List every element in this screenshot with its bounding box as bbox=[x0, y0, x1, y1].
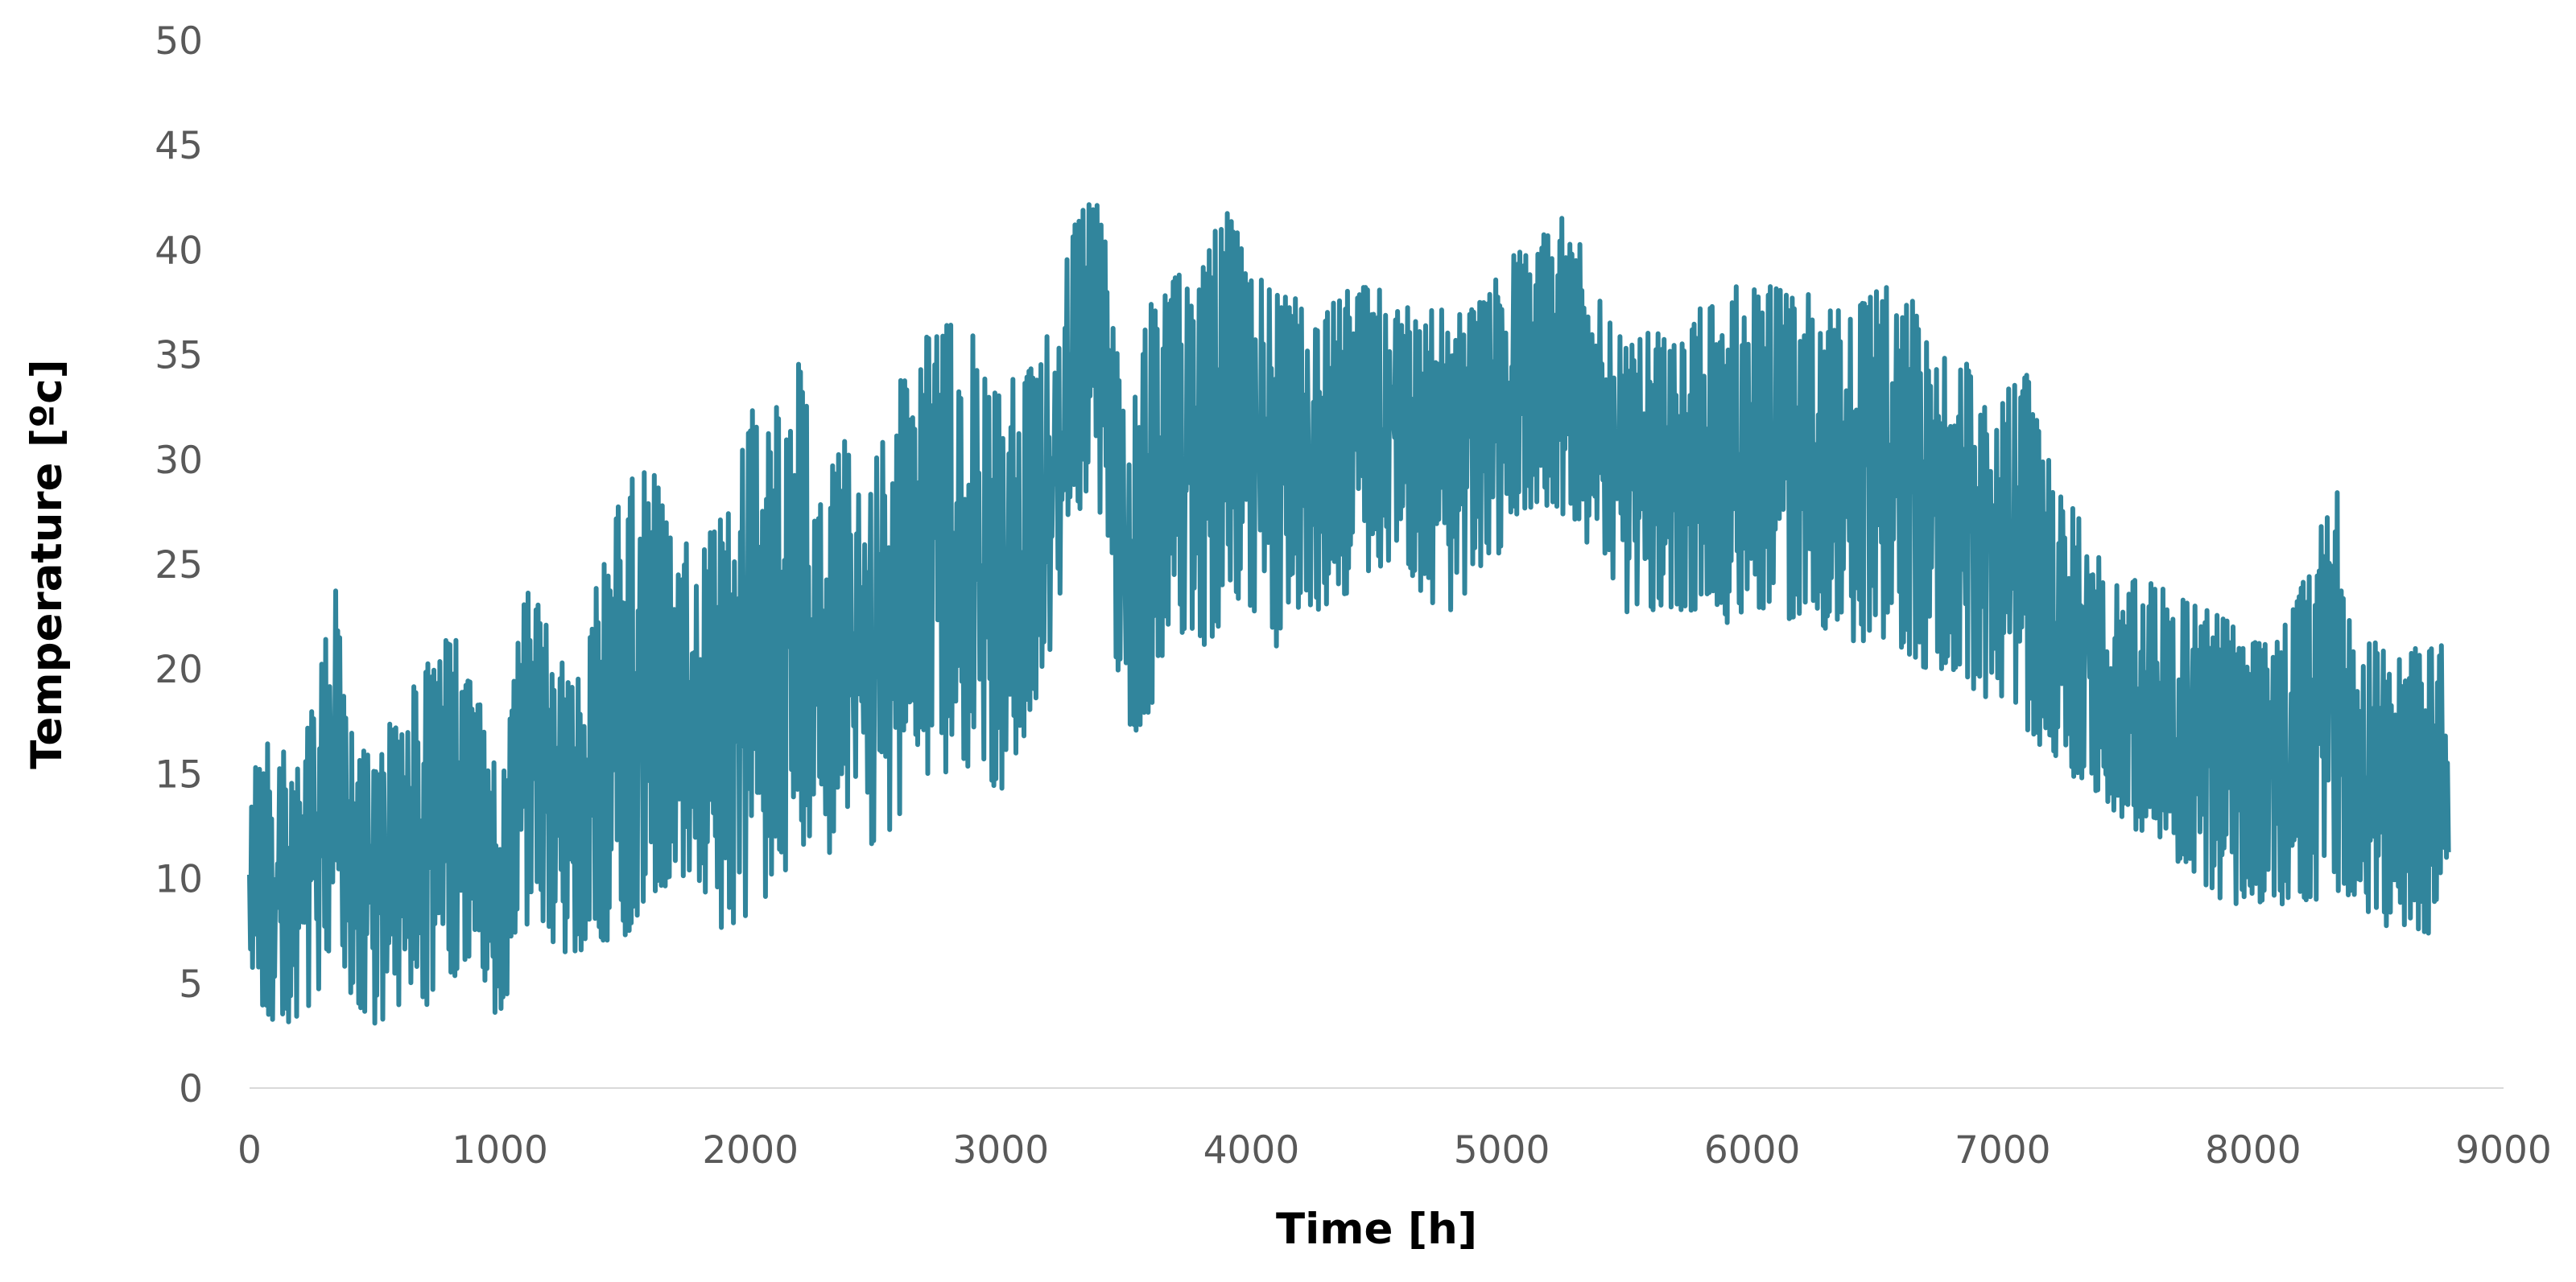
y-tick-label: 50 bbox=[155, 19, 203, 64]
x-tick-label: 1000 bbox=[452, 1128, 548, 1173]
y-tick-label: 45 bbox=[155, 124, 203, 168]
plot-background bbox=[250, 40, 2504, 1088]
x-axis-title: Time [h] bbox=[1276, 1205, 1477, 1254]
x-tick-label: 3000 bbox=[953, 1128, 1050, 1173]
x-tick-label: 8000 bbox=[2205, 1128, 2301, 1173]
y-tick-label: 25 bbox=[155, 543, 203, 587]
y-tick-label: 15 bbox=[155, 752, 203, 797]
y-tick-label: 40 bbox=[155, 229, 203, 273]
x-tick-label: 4000 bbox=[1203, 1128, 1300, 1173]
y-tick-labels: 0 5 10 15 20 25 30 35 40 45 50 bbox=[155, 19, 203, 1111]
y-tick-label: 35 bbox=[155, 334, 203, 378]
y-axis-title: Temperature [ºc] bbox=[23, 359, 72, 769]
plot-area bbox=[247, 40, 2504, 1089]
temperature-series-line bbox=[247, 202, 2451, 1026]
y-tick-label: 10 bbox=[155, 858, 203, 902]
y-tick-label: 0 bbox=[179, 1067, 203, 1111]
y-tick-label: 5 bbox=[179, 963, 203, 1007]
x-tick-label: 2000 bbox=[702, 1128, 799, 1173]
y-tick-label: 20 bbox=[155, 648, 203, 692]
x-tick-labels: 0 1000 2000 3000 4000 5000 6000 7000 8000 9000 bbox=[237, 1128, 2552, 1173]
x-tick-label: 0 bbox=[237, 1128, 262, 1173]
x-tick-label: 9000 bbox=[2455, 1128, 2552, 1173]
series-layer bbox=[247, 202, 2451, 1026]
x-tick-label: 6000 bbox=[1704, 1128, 1801, 1173]
x-tick-label: 5000 bbox=[1454, 1128, 1550, 1173]
x-tick-label: 7000 bbox=[1955, 1128, 2051, 1173]
y-tick-label: 30 bbox=[155, 439, 203, 483]
